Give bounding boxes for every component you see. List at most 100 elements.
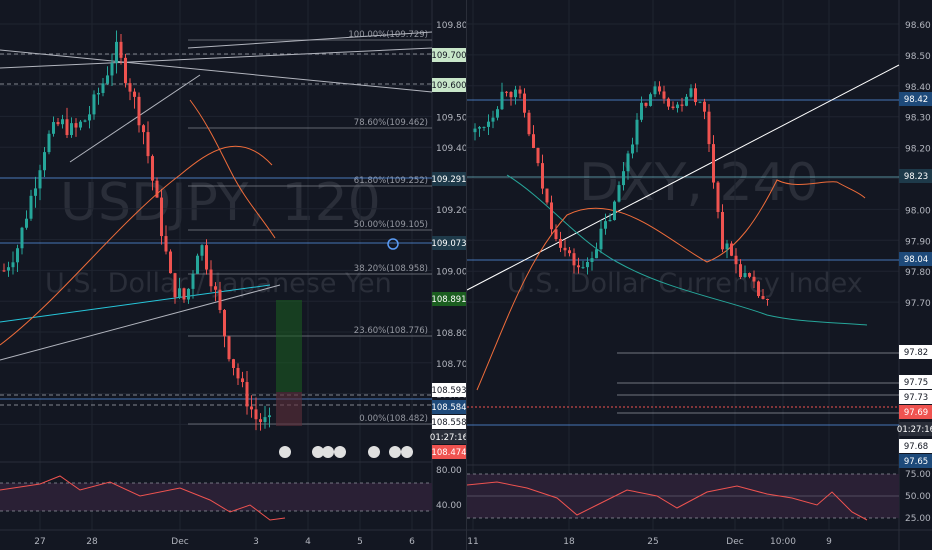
oscillator-axis-label: 80.00 — [436, 466, 462, 476]
fib-level-label: 61.80%(109.252) — [354, 176, 428, 186]
candle-body — [559, 239, 562, 248]
candle-body — [178, 288, 181, 298]
dxy-chart-pane[interactable]: DXY, 240 U.S. Dollar Currency Index 98.6… — [466, 0, 932, 550]
price-tag-bg — [432, 400, 466, 414]
candle-body — [523, 93, 526, 113]
price-tag-label: 97.68 — [904, 442, 928, 452]
candle-body — [263, 417, 267, 422]
price-tag-label: 108.558 — [431, 418, 466, 428]
oscillator-band — [0, 483, 432, 511]
candle-body — [608, 220, 612, 222]
price-axis-label: 98.60 — [905, 21, 931, 31]
price-axis-label: 98.00 — [905, 206, 931, 216]
economic-event-icon — [389, 446, 401, 458]
candle-body — [662, 91, 666, 99]
candle-body — [739, 264, 742, 278]
dxy-chart[interactable]: DXY, 240 U.S. Dollar Currency Index 98.6… — [467, 0, 932, 550]
candle-body — [712, 144, 715, 183]
price-axis-label: 108.800 — [436, 329, 466, 339]
candle-body — [550, 202, 553, 230]
price-tag-bg — [899, 405, 932, 419]
time-axis-label: 3 — [253, 537, 259, 547]
price-tag-bg — [899, 92, 932, 106]
ema-line — [189, 99, 276, 239]
time-axis-label: 28 — [86, 537, 98, 547]
price-axis-label: 98.40 — [905, 83, 931, 93]
price-tag-label: 109.291 — [431, 175, 466, 185]
candle-body — [218, 289, 222, 310]
candle-body — [38, 170, 42, 189]
candle-body — [214, 286, 217, 290]
candle-body — [725, 243, 729, 250]
economic-event-icon — [368, 446, 380, 458]
price-axis-label: 109.200 — [436, 206, 466, 216]
price-tag-bg — [899, 345, 932, 359]
time-axis-label: 18 — [563, 537, 575, 547]
candle-body — [124, 57, 127, 84]
candle-body — [577, 265, 580, 268]
candle-body — [200, 245, 204, 256]
price-axis-label: 97.90 — [905, 237, 931, 247]
price-axis-label: 97.70 — [905, 299, 931, 309]
candle-body — [20, 227, 24, 249]
fib-level-label: 38.20%(108.958) — [354, 264, 428, 274]
candle-body — [119, 41, 123, 58]
price-tag-bg — [899, 422, 932, 436]
candle-body — [613, 201, 616, 221]
ema-line — [476, 179, 866, 391]
price-tag-bg — [432, 172, 466, 186]
economic-event-icon — [322, 446, 334, 458]
price-tag-label: 97.75 — [904, 378, 928, 388]
usdjpy-chart[interactable]: USDJPY, 120 U.S. Dollar / Japanese Yen 1… — [0, 0, 466, 550]
candle-body — [29, 195, 33, 219]
economic-event-icon — [401, 446, 413, 458]
candle-body — [16, 248, 19, 263]
price-tag-label: 108.891 — [431, 295, 466, 305]
price-tag-bg — [899, 252, 932, 266]
ema-line — [0, 145, 273, 346]
price-tag-label: 97.65 — [904, 457, 928, 467]
time-axis-label: 5 — [357, 537, 363, 547]
candle-body — [586, 261, 589, 268]
left-watermark-symbol: USDJPY, 120 — [60, 173, 381, 233]
price-tag-label: 109.700 — [431, 51, 466, 61]
trend-line — [0, 284, 281, 361]
candle-body — [92, 94, 96, 115]
candle-body — [205, 245, 208, 270]
candle-body — [766, 298, 769, 300]
candle-body — [491, 117, 495, 122]
price-tag-bg — [432, 430, 466, 444]
candle-body — [748, 273, 751, 277]
price-axis-label: 109.800 — [436, 21, 466, 31]
price-axis-label: 109.400 — [436, 144, 466, 154]
candle-body — [743, 273, 747, 278]
candle-body — [554, 229, 558, 240]
price-tag-label: 97.69 — [904, 408, 928, 418]
candle-body — [101, 83, 105, 93]
candle-body — [11, 262, 15, 268]
candle-body — [536, 148, 540, 164]
long-position-stop-zone — [276, 392, 302, 426]
candle-body — [698, 101, 702, 103]
candle-body — [259, 419, 262, 422]
usdjpy-chart-pane[interactable]: USDJPY, 120 U.S. Dollar / Japanese Yen 1… — [0, 0, 466, 550]
candle-body — [155, 180, 159, 198]
price-axis-label: 98.30 — [905, 114, 931, 124]
price-tag-bg — [432, 445, 466, 459]
price-tag-bg — [899, 390, 932, 404]
price-tag-bg — [432, 48, 466, 62]
time-axis-label: 25 — [647, 537, 658, 547]
candle-body — [505, 91, 508, 93]
candle-body — [734, 255, 738, 265]
candle-body — [196, 255, 199, 274]
candle-body — [250, 406, 253, 410]
candle-body — [56, 122, 60, 125]
candle-body — [79, 121, 82, 128]
trend-line — [467, 64, 900, 291]
economic-event-icon — [312, 446, 324, 458]
candle-body — [47, 133, 51, 153]
candle-body — [52, 122, 55, 134]
candle-body — [133, 91, 136, 97]
trend-line — [0, 47, 433, 69]
drawing-handle — [387, 238, 399, 250]
